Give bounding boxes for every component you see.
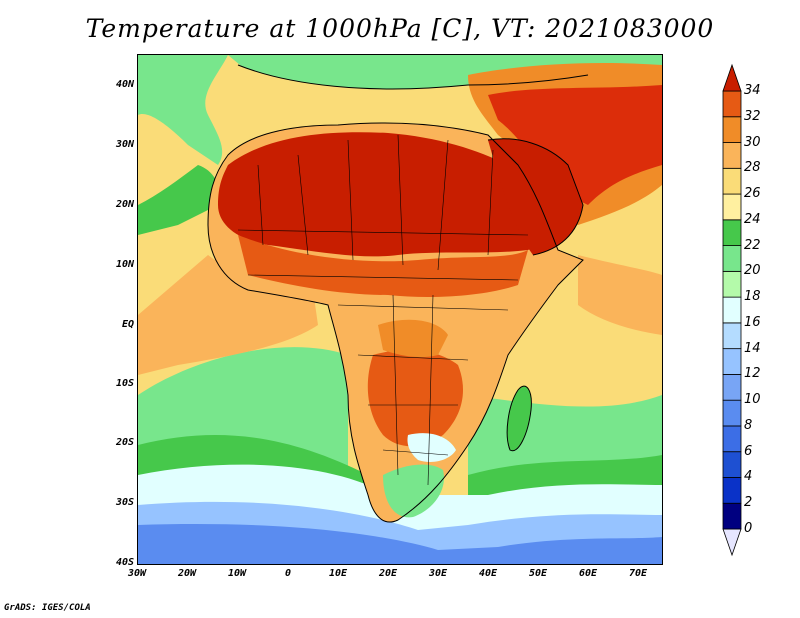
y-tick-30s: 30S [115, 497, 134, 508]
colorbar-label: 8 [744, 417, 753, 433]
colorbar-cell [722, 193, 742, 221]
y-tick-20n: 20N [115, 199, 134, 210]
colorbar-cell [722, 296, 742, 324]
temperature-map [137, 54, 663, 565]
colorbar-label: 26 [744, 186, 761, 202]
colorbar-label: 16 [744, 314, 761, 330]
colorbar-cell [722, 399, 742, 427]
colorbar-cell [722, 116, 742, 143]
colorbar-label: 22 [744, 237, 761, 253]
x-tick-10e: 10E [328, 568, 348, 579]
colorbar-label: 18 [744, 289, 761, 305]
colorbar-label: 32 [744, 108, 761, 124]
colorbar-label: 4 [744, 469, 753, 485]
borders-south [392, 294, 434, 486]
colorbar-cell [722, 90, 742, 118]
colorbar-label: 0 [744, 521, 753, 536]
borders-north [257, 134, 494, 271]
south-africa-cool [383, 464, 444, 518]
colorbar-cell [722, 142, 742, 169]
colorbar-label: 20 [744, 263, 761, 279]
canary-current [138, 165, 220, 235]
ocean-deep-blue [138, 524, 662, 564]
y-tick-20s: 20S [115, 437, 134, 448]
colorbar-low-arrow [722, 528, 742, 557]
chart-title: Temperature at 1000hPa [C], VT: 20210830… [85, 14, 715, 43]
country-borders [237, 134, 529, 486]
colorbar-cell [722, 219, 742, 246]
colorbar-label: 34 [744, 83, 761, 98]
colorbar-cell [722, 502, 742, 530]
colorbar-cell [722, 167, 742, 195]
y-tick-eq: EQ [121, 319, 134, 330]
colorbar-label: 2 [744, 495, 753, 511]
coastlines [207, 64, 589, 523]
y-tick-40n: 40N [115, 79, 134, 90]
madagascar-coastline [506, 385, 532, 452]
x-tick-30w: 30W [127, 568, 147, 579]
north-atlantic-green [138, 55, 228, 165]
map-svg [138, 55, 662, 564]
x-tick-40e: 40E [478, 568, 498, 579]
colorbar-cells [722, 63, 742, 557]
colorbar-label: 6 [744, 443, 753, 459]
x-tick-50e: 50E [528, 568, 548, 579]
x-tick-30e: 30E [428, 568, 448, 579]
arabian-sea-warm [578, 255, 662, 335]
y-tick-40s: 40S [115, 557, 134, 568]
footer-credit: GrADS: IGES/COLA [4, 603, 91, 613]
colorbar-label: 28 [744, 160, 761, 176]
middle-east-hot [488, 85, 662, 205]
y-tick-30n: 30N [115, 139, 134, 150]
borders-horizontal [237, 229, 529, 456]
x-tick-70e: 70E [628, 568, 648, 579]
sahara-hottest [218, 132, 553, 257]
x-tick-0: 0 [284, 568, 292, 579]
colorbar-label: 12 [744, 366, 761, 382]
colorbar-cell [722, 270, 742, 298]
africa-coastline [207, 122, 584, 523]
southern-africa-hot [367, 349, 463, 447]
colorbar-label: 24 [744, 211, 761, 227]
x-tick-10w: 10W [227, 568, 247, 579]
arabia-coastline [487, 138, 584, 256]
colorbar-high-arrow [722, 63, 742, 92]
sahel-hot [238, 235, 528, 297]
y-tick-10s: 10S [115, 378, 134, 389]
colorbar-cell [722, 451, 742, 478]
x-tick-60e: 60E [578, 568, 598, 579]
central-africa-warm [378, 319, 448, 358]
colorbar-cell [722, 425, 742, 453]
colorbar-cell [722, 374, 742, 401]
x-tick-20w: 20W [177, 568, 197, 579]
europe-coastline [237, 64, 589, 90]
colorbar-cell [722, 245, 742, 272]
colorbar-cell [722, 322, 742, 350]
colorbar-label: 30 [744, 134, 761, 150]
madagascar [507, 386, 532, 451]
colorbar-label: 14 [744, 340, 761, 356]
gulf-of-guinea-warm [138, 255, 318, 375]
colorbar-cell [722, 477, 742, 504]
colorbar [722, 63, 742, 557]
colorbar-cell [722, 348, 742, 375]
x-tick-20e: 20E [378, 568, 398, 579]
y-tick-10n: 10N [115, 259, 134, 270]
colorbar-label: 10 [744, 392, 761, 408]
